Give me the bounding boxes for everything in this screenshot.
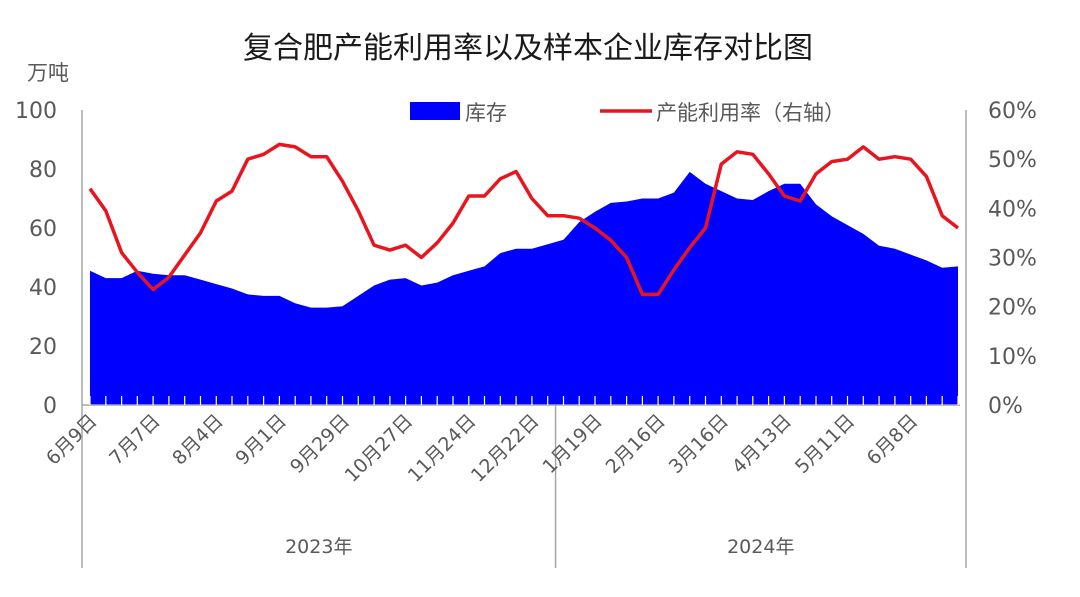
x-tick-label: 3月16日 (665, 410, 733, 478)
legend-swatch-inventory (410, 102, 460, 120)
legend-label-utilization: 产能利用率（右轴） (656, 101, 845, 125)
x-tick-label: 10月27日 (341, 410, 418, 487)
left-y-tick-label: 20 (29, 335, 57, 360)
left-y-tick-label: 0 (43, 394, 57, 419)
utilization-line (88, 142, 960, 297)
x-tick-label: 7月7日 (105, 410, 165, 470)
left-y-tick-label: 40 (29, 276, 57, 301)
inventory-area (90, 171, 958, 405)
inventory-area-layer (90, 171, 958, 405)
left-y-tick-label: 100 (15, 99, 57, 124)
x-tick-label: 8月4日 (168, 410, 228, 470)
x-tick-label: 9月1日 (231, 410, 291, 470)
right-y-tick-label: 20% (988, 296, 1037, 321)
right-y-tick-label: 0% (988, 394, 1023, 419)
legend-label-inventory: 库存 (465, 101, 507, 125)
legend: 库存 产能利用率（右轴） (410, 101, 845, 125)
right-y-tick-label: 60% (988, 99, 1037, 124)
left-y-tick-label: 60 (29, 217, 57, 242)
right-y-tick-label: 50% (988, 148, 1037, 173)
right-y-tick-label: 40% (988, 197, 1037, 222)
x-tick-label: 12月22日 (467, 410, 544, 487)
utilization-line-layer (88, 142, 960, 297)
x-tick-label: 1月19日 (538, 410, 606, 478)
right-y-tick-label: 30% (988, 247, 1037, 272)
x-tick-label: 6月8日 (863, 410, 923, 470)
x-tick-label: 11月24日 (404, 410, 481, 487)
year-label: 2023年 (285, 536, 352, 558)
right-y-tick-label: 10% (988, 345, 1037, 370)
x-tick-label: 5月11日 (791, 410, 859, 478)
left-y-tick-label: 80 (29, 158, 57, 183)
year-label: 2024年 (727, 536, 794, 558)
axes-layer (81, 110, 967, 568)
left-axis-unit: 万吨 (27, 61, 69, 85)
x-tick-label: 2月16日 (602, 410, 670, 478)
chart-title: 复合肥产能利用率以及样本企业库存对比图 (243, 31, 813, 66)
x-tick-label: 4月13日 (728, 410, 796, 478)
